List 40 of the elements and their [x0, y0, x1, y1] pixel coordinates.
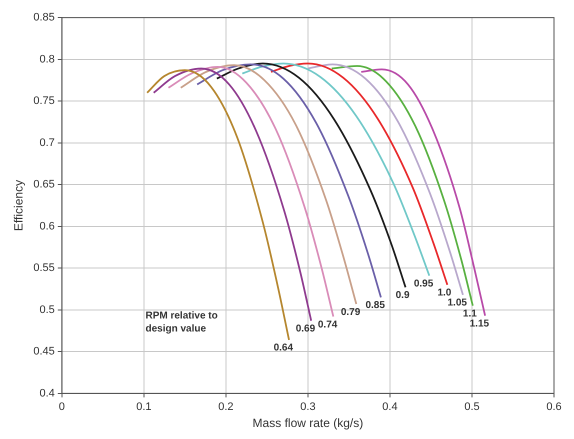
y-axis-title: Efficiency: [12, 180, 26, 232]
line-series: [196, 63, 382, 298]
y-tick-label: 0.75: [33, 95, 55, 108]
y-tick-label: 0.85: [33, 12, 55, 24]
series-label: 1.0: [437, 288, 452, 299]
line-series: [360, 68, 486, 317]
x-tick-label: 0: [58, 401, 65, 414]
series-label: 0.9: [396, 290, 410, 302]
line-series: [241, 62, 430, 277]
y-tick-label: 0.55: [33, 262, 55, 274]
series-label: 0.95: [414, 278, 434, 290]
series-label: 1.05: [447, 298, 468, 309]
x-tick-label: 0.3: [300, 401, 316, 414]
line-series: [146, 69, 290, 341]
y-tick-label: 0.45: [33, 346, 55, 358]
annotation: RPM relative to design value: [145, 310, 218, 334]
series-label: 0.69: [296, 323, 316, 334]
x-tick-label: 0.4: [382, 401, 398, 414]
line-series: [330, 65, 474, 307]
series-label: 1.1: [462, 308, 478, 320]
y-tick-label: 0.6: [40, 220, 55, 232]
series-label: 0.64: [274, 342, 294, 354]
line-series: [168, 66, 334, 318]
x-tick-label: 0.5: [464, 401, 480, 414]
y-tick-label: 0.4: [40, 387, 55, 400]
line-series: [216, 62, 406, 288]
y-tick-label: 0.5: [40, 304, 55, 316]
y-tick-label: 0.8: [40, 53, 55, 66]
y-tick-label: 0.65: [33, 178, 55, 191]
x-tick-label: 0.2: [218, 401, 234, 414]
series-label: 0.74: [318, 319, 338, 330]
series-label: 0.85: [365, 300, 386, 312]
y-tick-label: 0.7: [40, 136, 55, 149]
x-tick-label: 0.1: [136, 401, 152, 414]
x-tick-label: 0.6: [546, 401, 562, 414]
line-series: [270, 62, 448, 286]
series-label: 1.15: [470, 318, 490, 330]
line-series: [180, 64, 358, 305]
series-label: 0.79: [340, 306, 361, 318]
x-axis-title: Mass flow rate (kg/s): [252, 416, 364, 430]
